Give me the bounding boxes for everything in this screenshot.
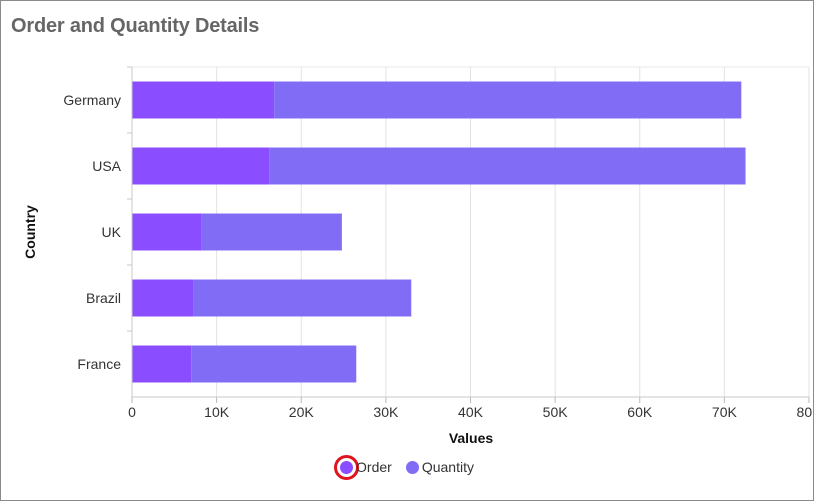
y-axis: Germany USA UK Brazil France xyxy=(63,66,133,397)
chart-legend: Order Quantity xyxy=(1,454,813,480)
y-tick-label: France xyxy=(77,356,121,372)
x-tick-label: 60K xyxy=(627,404,653,420)
bar-order-usa xyxy=(132,147,270,185)
circle-marker-icon xyxy=(334,454,360,480)
x-tick-label: 40K xyxy=(458,404,484,420)
bars xyxy=(132,81,746,383)
legend-item-order[interactable]: Order xyxy=(334,454,392,480)
gridlines xyxy=(132,66,810,397)
bar-quantity-france xyxy=(191,345,357,383)
circle-marker-icon xyxy=(405,460,419,474)
x-tick-label: 70K xyxy=(712,404,738,420)
bar-order-france xyxy=(132,345,192,383)
bar-order-germany xyxy=(132,81,275,119)
bar-order-uk xyxy=(132,213,202,251)
y-tick-label: UK xyxy=(102,224,122,240)
x-tick-label: 50K xyxy=(543,404,569,420)
legend-label-order: Order xyxy=(356,459,392,475)
y-axis-title: Country xyxy=(22,205,38,259)
x-tick-label: 0 xyxy=(128,404,136,420)
y-tick-label: Germany xyxy=(63,92,121,108)
x-axis-title: Values xyxy=(449,430,494,446)
bar-order-brazil xyxy=(132,279,194,317)
x-tick-label: 80K xyxy=(797,404,813,420)
bar-quantity-germany xyxy=(274,81,742,119)
x-tick-label: 30K xyxy=(373,404,399,420)
y-tick-label: Brazil xyxy=(86,290,121,306)
x-axis: 0 10K 20K 30K 40K 50K 60K 70K 80K xyxy=(128,396,813,420)
bar-quantity-uk xyxy=(201,213,342,251)
legend-item-quantity[interactable]: Quantity xyxy=(405,457,474,477)
y-tick-label: USA xyxy=(92,158,121,174)
chart-title: Order and Quantity Details xyxy=(11,15,260,37)
bar-quantity-brazil xyxy=(193,279,412,317)
legend-label-quantity: Quantity xyxy=(421,459,474,475)
x-tick-label: 10K xyxy=(204,404,230,420)
bar-quantity-usa xyxy=(269,147,746,185)
x-tick-label: 20K xyxy=(289,404,315,420)
